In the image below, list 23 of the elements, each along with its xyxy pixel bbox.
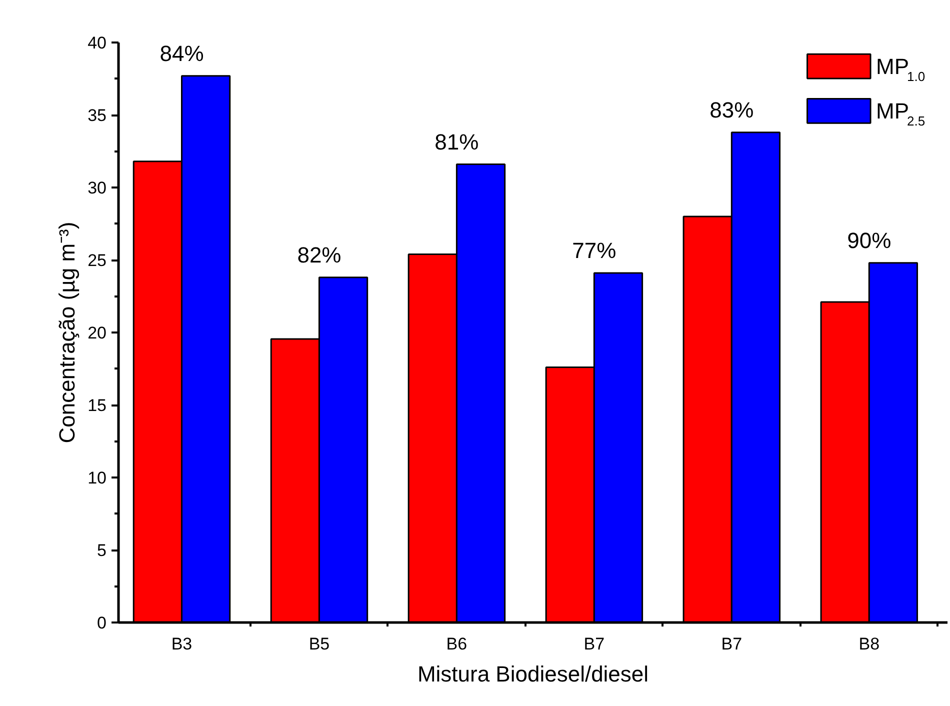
annotation: 83%: [710, 97, 754, 122]
y-tick-label: 15: [88, 396, 107, 415]
annotation: 84%: [160, 40, 204, 66]
x-axis-title: Mistura Biodiesel/diesel: [417, 662, 649, 686]
annotation: 82%: [297, 242, 342, 268]
annotation: 81%: [434, 129, 479, 154]
annotation: 90%: [847, 228, 892, 253]
y-tick-label: 10: [88, 468, 107, 488]
y-tick-label: 5: [97, 541, 107, 560]
y-tick-label: 30: [88, 178, 107, 198]
y-tick-label: 35: [88, 106, 107, 125]
y-tick-label: 40: [88, 34, 107, 52]
x-tick-label: B7: [584, 634, 605, 654]
y-tick-label: 0: [97, 614, 107, 632]
x-tick-label: B5: [308, 634, 330, 654]
x-tick-label: B8: [858, 634, 880, 654]
annotation: 77%: [572, 238, 616, 264]
y-tick-label: 20: [88, 324, 107, 342]
x-tick-label: B3: [171, 634, 192, 654]
y-axis-title: Concentração (µg m⁻³): [54, 222, 80, 444]
x-tick-label: B7: [721, 634, 742, 654]
x-tick-label: B6: [446, 634, 468, 654]
y-tick-label: 25: [88, 251, 107, 270]
